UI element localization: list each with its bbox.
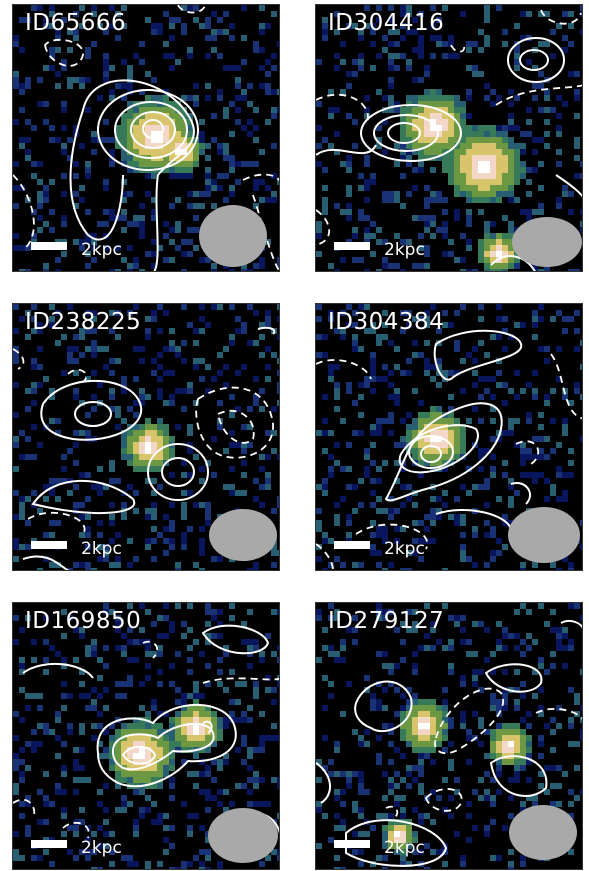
contour-overlay	[13, 326, 276, 570]
image-panel-2: ID304416 2kpc	[315, 4, 583, 272]
panel-id-label: ID304384	[328, 309, 445, 335]
panel-id-label: ID238225	[25, 309, 142, 335]
beam-ellipse	[509, 805, 577, 860]
contour-overlay	[13, 5, 279, 271]
scale-label: 2kpc	[81, 539, 122, 559]
pixel-map	[13, 603, 279, 869]
scale-label: 2kpc	[384, 539, 425, 559]
contour-overlay	[316, 329, 582, 570]
image-panel-5: ID169850 2kpc	[12, 602, 280, 870]
image-panel-6: ID279127 2kpc	[315, 602, 583, 870]
scale-bar	[334, 242, 370, 250]
beam-ellipse	[512, 217, 582, 267]
scale-label: 2kpc	[81, 240, 122, 260]
beam-ellipse	[199, 205, 267, 267]
scale-bar	[334, 840, 370, 848]
scale-label: 2kpc	[384, 240, 425, 260]
image-panel-4: ID304384 2kpc	[315, 303, 583, 571]
scale-label: 2kpc	[81, 838, 122, 858]
scale-bar	[31, 840, 67, 848]
scale-label: 2kpc	[384, 838, 425, 858]
beam-ellipse	[208, 808, 278, 863]
pixel-map	[316, 603, 582, 869]
beam-ellipse	[508, 507, 580, 563]
image-panel-3: ID238225 2kpc	[12, 303, 280, 571]
scale-bar	[31, 541, 67, 549]
beam-ellipse	[209, 509, 277, 561]
image-panel-1: ID65666 2kpc	[12, 4, 280, 272]
panel-id-label: ID169850	[25, 608, 142, 634]
panel-id-label: ID304416	[328, 10, 445, 36]
contour-overlay	[316, 9, 582, 271]
scale-bar	[334, 541, 370, 549]
panel-id-label: ID65666	[25, 10, 127, 36]
panel-id-label: ID279127	[328, 608, 445, 634]
scale-bar	[31, 242, 67, 250]
